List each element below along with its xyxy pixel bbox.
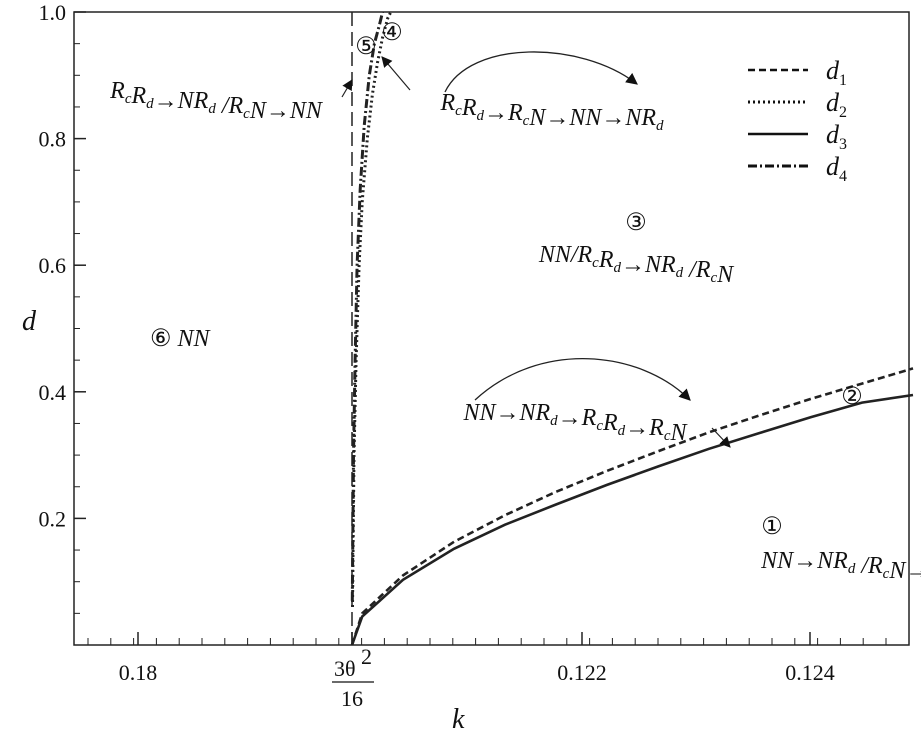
y-tick-label: 1.0 [39,0,67,25]
series-line-d3 [350,393,914,646]
arrow-region2 [474,358,691,401]
region-2-label: NN→NRd→RcRd→RcN [462,400,688,446]
region-2-number: ② [841,384,863,410]
x-tick-label: 0.122 [557,660,607,685]
x-axis-label: k [452,704,465,735]
legend-label-d2: d2 [826,88,847,121]
pointer-region5 [341,79,353,98]
x-tick-label-denominator: 16 [341,686,363,711]
series-line-d2 [351,11,393,608]
region-6-label: ⑥ NN [150,326,212,352]
y-axis-label: d [22,306,37,337]
region-3-number: ③ [625,210,647,236]
series-line-d4 [350,11,385,601]
legend-label-d3: d3 [826,120,847,153]
series-layer [350,11,914,646]
axes: 0.18 3θ 2 16 0.122 0.124 0.2 0.4 0.6 0.8 1.0 [39,0,887,711]
y-tick-label: 0.4 [39,380,67,405]
y-tick-label: 0.2 [39,506,67,531]
legend-label-d1: d1 [826,56,847,89]
x-tick-label-sup: 2 [361,644,372,669]
x-tick-label-numerator: 3θ [334,656,356,681]
region-3-label: NN/RcRd→NRd /RcN [538,242,735,288]
pointer-region2 [711,427,731,448]
x-tick-label: 0.124 [785,660,835,685]
arrow-region4 [444,51,638,93]
region-1-number: ① [761,514,783,540]
region-1-label: NN→NRd /RcN→RcRd [760,548,921,592]
x-tick-label-fraction: 3θ 2 16 [332,644,374,711]
region-4-number: ④ [381,20,403,46]
annotations: ① NN→NRd /RcN→RcRd ② NN→NRd→RcRd→RcN ③ NN/RcR… [109,20,921,592]
region-5-label: RcRd→NRd /RcN→NN [109,78,324,124]
pointer-region4 [381,56,411,91]
y-tick-label: 0.6 [39,253,67,278]
region-5-number: ⑤ [355,34,377,60]
y-tick-label: 0.8 [39,127,67,152]
x-tick-label: 0.18 [119,660,158,685]
series-line-d1 [350,367,914,646]
region-4-label: RcRd→RcN→NN→NRd [439,90,664,134]
legend-label-d4: d4 [826,152,847,185]
